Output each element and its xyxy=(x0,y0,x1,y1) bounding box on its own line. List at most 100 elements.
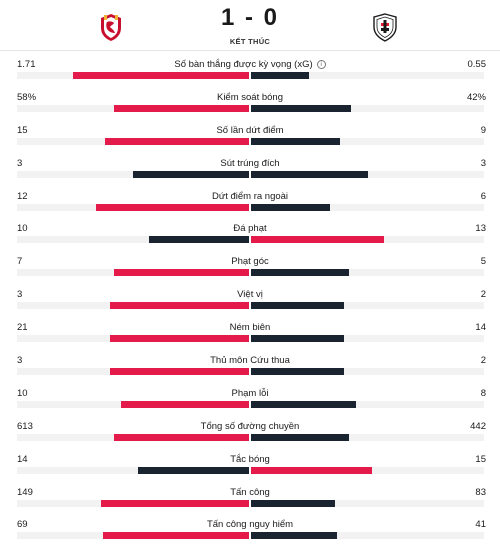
away-stat-track xyxy=(251,170,484,178)
match-status: KẾT THÚC xyxy=(229,37,271,46)
home-stat-bar xyxy=(102,532,249,540)
away-stat-track xyxy=(251,302,484,310)
home-stat-value: 14 xyxy=(17,453,28,465)
home-stat-bar xyxy=(133,170,249,178)
home-stat-track xyxy=(17,236,249,244)
away-stat-bar xyxy=(251,72,310,79)
away-stat-bar xyxy=(251,269,349,277)
match-score: 1 - 0 xyxy=(220,4,280,31)
stat-row: 7 Phạt góc 5 xyxy=(0,248,500,281)
away-stat-bar xyxy=(251,499,335,507)
away-stat-value: 442 xyxy=(470,420,486,432)
away-stat-bar xyxy=(251,368,345,376)
liverpool-crest-icon[interactable] xyxy=(97,12,125,42)
stat-row: 3 Sút trúng đích 3 xyxy=(0,150,500,183)
stat-row: 613 Tổng số đường chuyền 442 xyxy=(0,413,500,446)
info-icon[interactable]: i xyxy=(316,60,326,69)
away-stat-bar xyxy=(251,104,352,112)
home-stat-value: 10 xyxy=(17,387,28,399)
away-stat-bar xyxy=(251,400,356,408)
fulham-crest-icon[interactable] xyxy=(371,12,399,42)
home-stat-track xyxy=(17,137,249,145)
away-stat-value: 6 xyxy=(480,190,486,202)
stat-label: Phạt góc xyxy=(231,256,269,268)
stat-row: 12 Dứt điểm ra ngoài 6 xyxy=(0,183,500,216)
home-stat-bar xyxy=(114,433,249,441)
stat-row: 14 Tắc bóng 15 xyxy=(0,446,500,479)
away-stat-value: 0.55 xyxy=(467,59,487,70)
home-stat-track xyxy=(17,170,249,178)
away-stat-value: 9 xyxy=(480,124,486,136)
away-stat-bar xyxy=(251,137,340,145)
home-stat-bar xyxy=(109,368,249,376)
stat-row: 58% Kiểm soát bóng 42% xyxy=(0,84,500,117)
stat-label: Việt vị xyxy=(237,289,263,301)
home-stat-bar xyxy=(149,236,249,244)
home-stat-track xyxy=(17,400,249,408)
away-stat-track xyxy=(251,104,484,112)
stat-row: 3 Thủ môn Cứu thua 2 xyxy=(0,347,500,380)
away-stat-value: 42% xyxy=(466,91,486,103)
away-stat-value: 2 xyxy=(480,355,486,367)
stat-row: 15 Số lần dứt điểm 9 xyxy=(0,117,500,150)
home-stat-bar xyxy=(95,203,249,211)
home-stat-track xyxy=(17,72,249,79)
away-stat-bar xyxy=(251,170,368,178)
home-stat-bar xyxy=(100,499,249,507)
home-stat-bar xyxy=(105,137,249,145)
away-stat-value: 3 xyxy=(480,157,486,169)
home-stat-track xyxy=(17,269,249,277)
stat-label: Số bàn thắng được kỳ vọng (xG) i xyxy=(0,59,500,71)
home-stat-value: 21 xyxy=(17,322,28,334)
away-stat-value: 14 xyxy=(475,322,486,334)
stats-list: 1.71 Số bàn thắng được kỳ vọng (xG) i 0.55 5… xyxy=(0,51,500,544)
away-stat-value: 5 xyxy=(480,256,486,268)
home-stat-value: 10 xyxy=(17,223,28,235)
home-stat-bar xyxy=(137,466,249,474)
home-stat-bar xyxy=(72,72,249,79)
away-stat-track xyxy=(251,400,484,408)
stat-label: Sút trúng đích xyxy=(220,157,280,169)
stat-row: 69 Tấn công nguy hiểm 41 xyxy=(0,511,500,544)
home-stat-track xyxy=(17,302,249,310)
home-stat-bar xyxy=(114,104,249,112)
away-stat-value: 2 xyxy=(480,289,486,301)
home-stat-value: 3 xyxy=(17,289,23,301)
home-stat-bar xyxy=(121,400,249,408)
stat-label: Số lần dứt điểm xyxy=(216,124,284,136)
away-stat-bar xyxy=(251,203,331,211)
away-stat-track xyxy=(251,532,484,540)
away-stat-value: 8 xyxy=(480,387,486,399)
away-stat-value: 13 xyxy=(475,223,486,235)
stat-label: Tắc bóng xyxy=(230,453,270,465)
home-stat-value: 149 xyxy=(17,486,33,498)
stat-row: 3 Việt vị 2 xyxy=(0,281,500,314)
stat-label: Kiểm soát bóng xyxy=(216,91,283,103)
home-stat-value: 15 xyxy=(17,124,28,136)
away-stat-bar xyxy=(251,532,338,540)
header-divider xyxy=(0,50,500,51)
stat-row: 21 Ném biên 14 xyxy=(0,314,500,347)
stat-row: 149 Tấn công 83 xyxy=(0,479,500,512)
away-stat-track xyxy=(251,72,484,79)
stat-label: Đá phạt xyxy=(233,223,267,235)
away-stat-value: 83 xyxy=(475,486,486,498)
home-stat-track xyxy=(17,499,249,507)
home-stat-track xyxy=(17,335,249,343)
away-stat-track xyxy=(251,433,484,441)
home-stat-value: 1.71 xyxy=(17,59,36,70)
away-stat-track xyxy=(251,236,484,244)
away-stat-track xyxy=(251,368,484,376)
stat-label: Phạm lỗi xyxy=(231,387,269,399)
stat-label: Tấn công xyxy=(230,486,270,498)
stat-label: Thủ môn Cứu thua xyxy=(210,355,290,367)
home-stat-bar xyxy=(109,302,249,310)
away-stat-value: 41 xyxy=(475,519,486,531)
stat-row: 10 Đá phạt 13 xyxy=(0,215,500,248)
stat-label: Ném biên xyxy=(229,322,271,334)
stat-row: 1.71 Số bàn thắng được kỳ vọng (xG) i 0.55 xyxy=(0,51,500,84)
away-stat-bar xyxy=(251,433,349,441)
away-stat-bar xyxy=(251,335,345,343)
home-stat-track xyxy=(17,104,249,112)
home-stat-value: 3 xyxy=(17,355,23,367)
